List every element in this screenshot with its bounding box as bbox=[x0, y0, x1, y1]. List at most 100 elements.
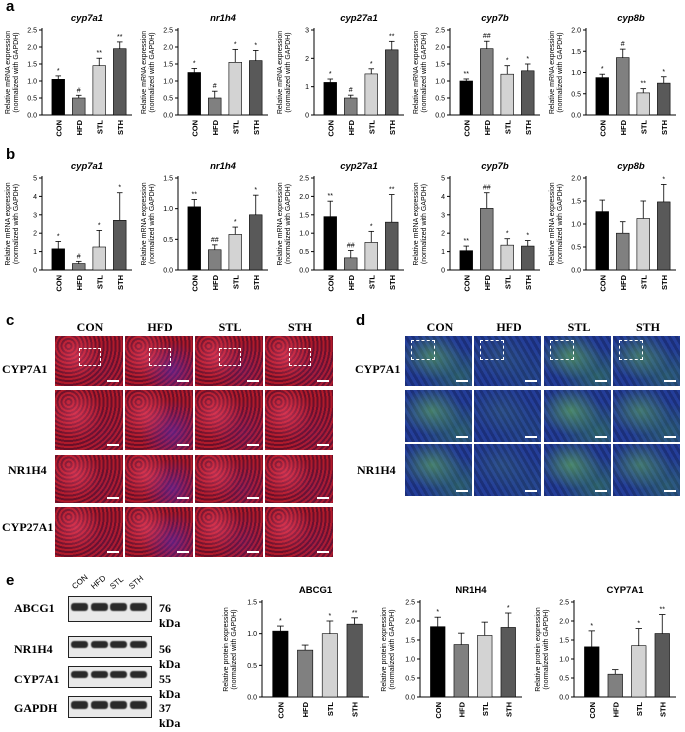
chart-svg: cyp7a1 Relative mRNA expression (normalize… bbox=[5, 13, 132, 137]
significance-mark: ** bbox=[97, 50, 103, 57]
significance-mark: * bbox=[329, 71, 332, 78]
scale-bar bbox=[177, 497, 189, 499]
significance-mark: # bbox=[77, 253, 81, 260]
scale-bar bbox=[664, 380, 676, 382]
bar bbox=[323, 82, 337, 116]
scale-bar bbox=[664, 436, 676, 438]
bar bbox=[208, 97, 222, 116]
fluorescence-tile bbox=[474, 336, 541, 386]
significance-mark: * bbox=[637, 621, 640, 628]
y-tick-label: 4 bbox=[441, 194, 445, 201]
zoom-box bbox=[411, 340, 435, 360]
row-header-cyp27a1: CYP27A1 bbox=[2, 520, 54, 534]
y-axis-label-line: (normalized with GAPDH) bbox=[543, 609, 550, 689]
fluorescence-tile bbox=[544, 336, 611, 386]
chart-title: CYP7A1 bbox=[607, 585, 645, 596]
chart-title: ABCG1 bbox=[299, 585, 333, 596]
significance-mark: * bbox=[329, 613, 332, 620]
significance-mark: ## bbox=[483, 33, 491, 40]
x-tick-label: STL bbox=[95, 275, 104, 290]
significance-mark: * bbox=[506, 58, 509, 65]
significance-mark: # bbox=[213, 83, 217, 90]
y-tick-label: 1 bbox=[33, 249, 37, 256]
bar bbox=[385, 221, 399, 271]
chart-a-cyp27a1: cyp27a1 Relative mRNA expression (normaliz… bbox=[274, 10, 410, 145]
bar bbox=[595, 211, 609, 271]
significance-mark: * bbox=[370, 223, 373, 230]
scale-bar bbox=[107, 551, 119, 553]
scale-bar bbox=[317, 380, 329, 382]
x-tick-label: CON bbox=[54, 120, 63, 137]
x-tick-label: HFD bbox=[211, 119, 220, 135]
blot-band bbox=[90, 701, 108, 709]
bar bbox=[480, 48, 494, 116]
micrograph-tile bbox=[125, 390, 193, 450]
chart-svg: cyp8b Relative mRNA expression (normalized… bbox=[549, 161, 676, 292]
bar bbox=[654, 633, 670, 698]
y-tick-label: 1.5 bbox=[163, 176, 173, 183]
significance-mark: # bbox=[621, 41, 625, 48]
y-tick-label: 1.0 bbox=[571, 222, 581, 229]
x-tick-label: STL bbox=[231, 120, 240, 135]
scale-bar bbox=[456, 380, 468, 382]
y-tick-label: 0.5 bbox=[405, 676, 415, 683]
y-tick-label: 0 bbox=[441, 268, 445, 275]
x-tick-label: STL bbox=[503, 275, 512, 290]
y-tick-label: 2 bbox=[33, 231, 37, 238]
x-tick-label: HFD bbox=[347, 274, 356, 290]
y-tick-label: 0.5 bbox=[559, 676, 569, 683]
y-axis-label: Relative protein expression (normalized w… bbox=[535, 607, 550, 692]
row-header-nr1h4: NR1H4 bbox=[8, 463, 47, 477]
y-axis-label-line: Relative mRNA expression bbox=[277, 31, 284, 114]
y-tick-label: 0.5 bbox=[247, 663, 257, 670]
y-tick-label: 0.5 bbox=[571, 91, 581, 98]
x-tick-label: HFD bbox=[611, 701, 620, 717]
x-tick-label: STL bbox=[639, 275, 648, 290]
micrograph-tile bbox=[125, 507, 193, 557]
y-axis-label: Relative mRNA expression (normalized with… bbox=[549, 182, 564, 265]
y-axis-label-line: Relative mRNA expression bbox=[413, 31, 420, 114]
fluorescence-tile bbox=[613, 390, 680, 442]
chart-svg: ABCG1 Relative protein expression (normali… bbox=[223, 585, 369, 719]
chart-a-cyp7a1: cyp7a1 Relative mRNA expression (normalize… bbox=[2, 10, 138, 145]
x-tick-label: STH bbox=[524, 275, 533, 290]
blot-band bbox=[90, 671, 108, 678]
significance-mark: * bbox=[279, 618, 282, 625]
y-tick-label: 1.5 bbox=[27, 62, 37, 69]
x-tick-label: STH bbox=[660, 275, 669, 290]
x-tick-label: HFD bbox=[347, 119, 356, 135]
bar bbox=[477, 635, 493, 698]
y-tick-label: 1.5 bbox=[559, 638, 569, 645]
y-axis-label-line: Relative mRNA expression bbox=[413, 182, 420, 265]
column-header-con: CON bbox=[76, 320, 104, 334]
y-axis-label-line: Relative protein expression bbox=[223, 607, 230, 692]
bar bbox=[364, 73, 378, 116]
significance-mark: * bbox=[370, 61, 373, 68]
bar bbox=[92, 65, 106, 116]
significance-mark: * bbox=[526, 233, 529, 240]
x-tick-label: STH bbox=[116, 120, 125, 135]
scale-bar bbox=[525, 436, 537, 438]
chart-svg: NR1H4 Relative protein expression (normali… bbox=[381, 585, 522, 719]
scale-bar bbox=[456, 436, 468, 438]
scale-bar bbox=[595, 380, 607, 382]
bar bbox=[453, 644, 469, 698]
significance-mark: * bbox=[662, 69, 665, 76]
panel-label-b: b bbox=[6, 146, 16, 163]
scale-bar bbox=[107, 444, 119, 446]
column-header-sth: STH bbox=[287, 320, 312, 334]
micrograph-tile bbox=[55, 455, 123, 503]
blot-label-gapdh: GAPDH bbox=[14, 701, 58, 715]
bar bbox=[595, 77, 609, 116]
micrograph-tile bbox=[195, 336, 263, 386]
x-tick-label: CON bbox=[326, 275, 335, 292]
column-header-hfd: HFD bbox=[147, 320, 173, 334]
y-tick-label: 1.0 bbox=[163, 79, 173, 86]
scale-bar bbox=[595, 490, 607, 492]
bar bbox=[584, 646, 600, 698]
x-tick-label: CON bbox=[588, 702, 597, 719]
scale-bar bbox=[177, 444, 189, 446]
significance-mark: * bbox=[662, 176, 665, 183]
x-tick-label: CON bbox=[598, 275, 607, 292]
y-axis-label: Relative mRNA expression (normalized with… bbox=[5, 182, 20, 265]
